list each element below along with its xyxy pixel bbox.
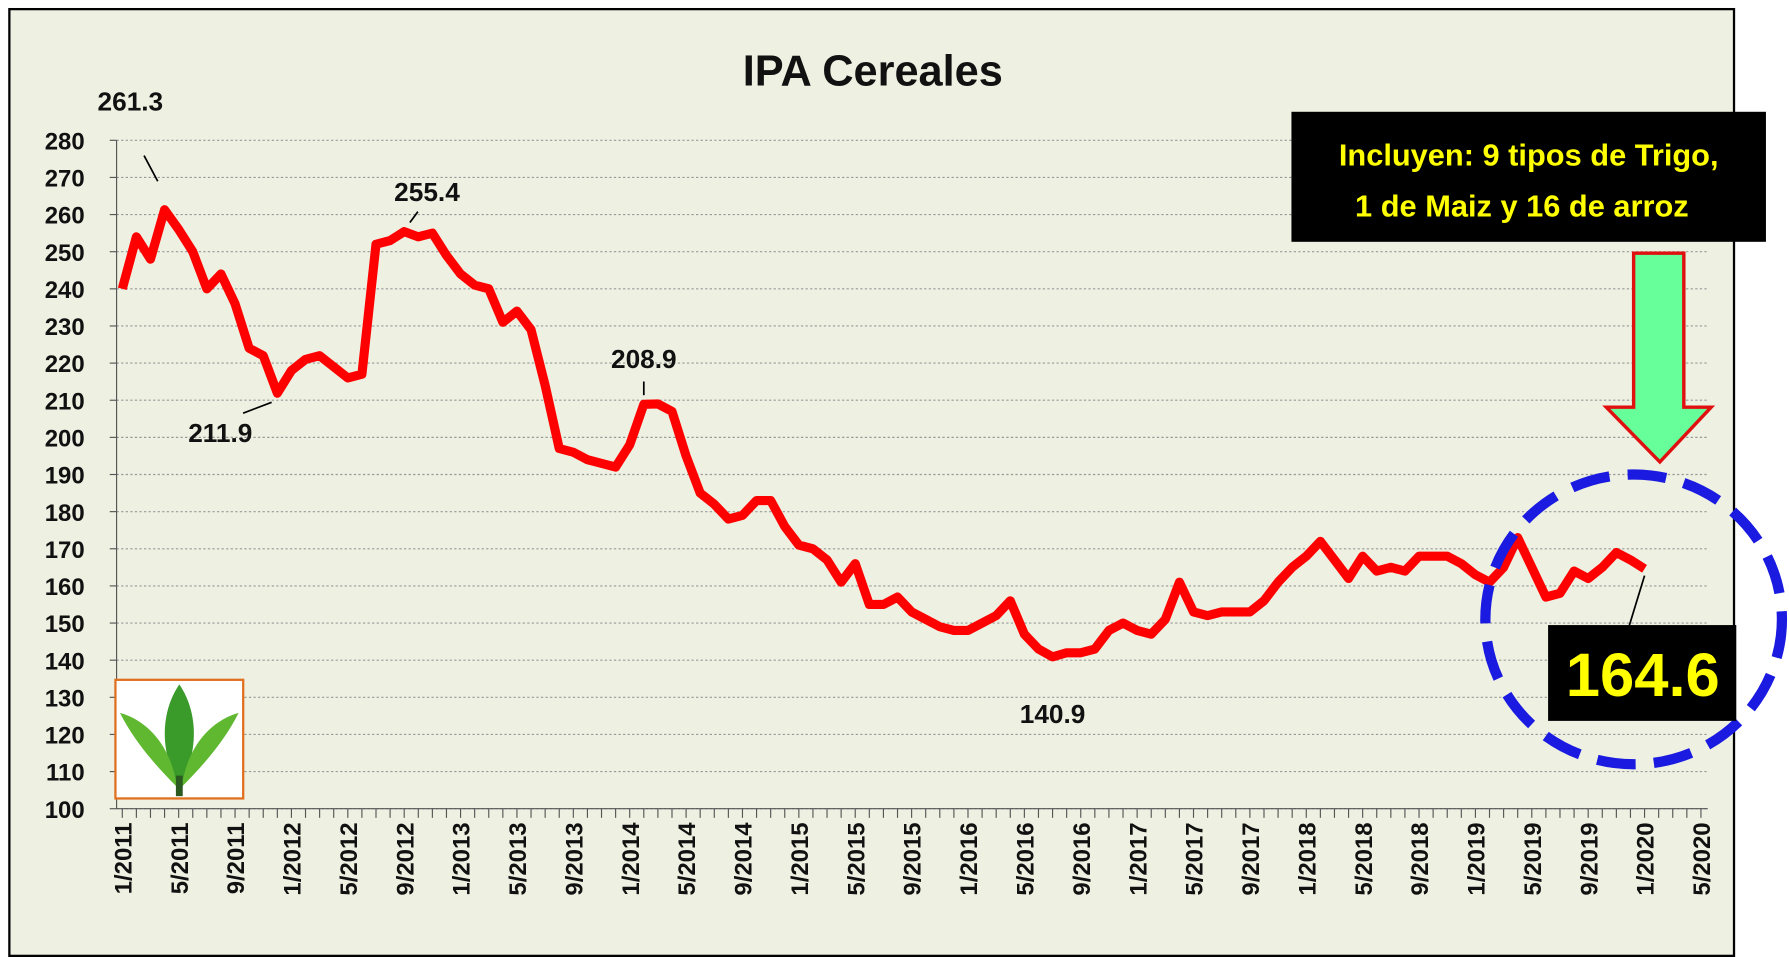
x-tick-label: 1/2014	[618, 822, 645, 896]
highlight-circle	[1480, 469, 1788, 770]
x-tick-label: 5/2013	[505, 822, 532, 895]
x-tick-label: 1/2015	[787, 822, 814, 895]
y-tick-label: 110	[46, 760, 85, 787]
x-tick-label: 9/2011	[223, 822, 250, 894]
y-tick-label: 130	[45, 685, 85, 712]
x-tick-label: 9/2015	[900, 822, 927, 895]
y-tick-label: 240	[45, 277, 85, 304]
chart-title: IPA Cereales	[743, 48, 1003, 96]
data-label: 255.4	[394, 177, 460, 207]
y-tick-label: 120	[45, 723, 85, 750]
leader-line	[1626, 575, 1646, 632]
y-tick-label: 140	[45, 648, 85, 675]
x-tick-label: 1/2011	[110, 822, 137, 894]
y-tick-label: 100	[45, 797, 85, 824]
y-tick-label: 160	[45, 574, 85, 601]
x-tick-label: 9/2019	[1576, 822, 1603, 895]
leader-line	[242, 401, 272, 414]
y-tick-label: 260	[45, 203, 85, 230]
data-label: 140.9	[1020, 699, 1086, 729]
x-tick-label: 5/2015	[843, 822, 870, 895]
y-tick-label: 150	[45, 611, 85, 638]
x-tick-label: 9/2016	[1069, 822, 1096, 895]
leader-line	[143, 155, 159, 182]
x-tick-label: 5/2020	[1689, 822, 1716, 895]
x-tick-label: 1/2013	[449, 822, 476, 895]
x-tick-label: 9/2012	[392, 822, 419, 895]
x-tick-label: 9/2013	[561, 822, 588, 895]
note-box	[1291, 111, 1766, 242]
x-tick-label: 9/2018	[1407, 822, 1434, 895]
logo	[114, 678, 245, 800]
x-tick-label: 1/2017	[1125, 822, 1152, 895]
x-tick-label: 9/2014	[731, 822, 758, 896]
x-tick-label: 1/2016	[956, 822, 983, 895]
y-tick-label: 170	[45, 537, 85, 564]
note-line: 1 de Maiz y 16 de arroz	[1355, 189, 1689, 224]
y-tick-label: 180	[45, 500, 85, 527]
x-tick-label: 1/2019	[1464, 822, 1491, 895]
arrow	[1602, 251, 1716, 465]
x-tick-label: 1/2018	[1294, 822, 1321, 895]
y-tick-label: 200	[45, 425, 85, 452]
x-tick-label: 1/2020	[1633, 822, 1660, 895]
x-tick-label: 5/2011	[167, 822, 194, 894]
data-line	[117, 205, 1647, 662]
data-label: 261.3	[98, 87, 164, 117]
plot-area: 100 110 120 130 140 150 160 170 180 190 200 210 220 2…	[45, 87, 1716, 896]
data-label: 164.6	[1566, 641, 1720, 710]
leader-line	[409, 211, 419, 224]
y-tick-label: 270	[45, 166, 85, 193]
x-tick-label: 5/2012	[336, 822, 363, 895]
x-tick-label: 5/2017	[1182, 822, 1209, 895]
data-label: 208.9	[611, 344, 677, 374]
y-tick-label: 230	[45, 314, 85, 341]
y-tick-label: 220	[45, 351, 85, 378]
x-tick-label: 5/2014	[674, 822, 701, 896]
x-tick-label: 9/2017	[1238, 822, 1265, 895]
x-tick-label: 5/2016	[1012, 822, 1039, 895]
y-tick-label: 250	[45, 240, 85, 267]
note-line: Incluyen: 9 tipos de Trigo,	[1339, 137, 1719, 172]
y-tick-label: 280	[45, 128, 85, 155]
x-tick-label: 5/2019	[1520, 822, 1547, 895]
label-box	[1548, 625, 1737, 721]
y-tick-label: 210	[45, 388, 85, 415]
x-tick-label: 5/2018	[1351, 822, 1378, 895]
x-tick-label: 1/2012	[280, 822, 307, 895]
data-label: 211.9	[188, 418, 252, 448]
y-tick-label: 190	[45, 463, 85, 490]
